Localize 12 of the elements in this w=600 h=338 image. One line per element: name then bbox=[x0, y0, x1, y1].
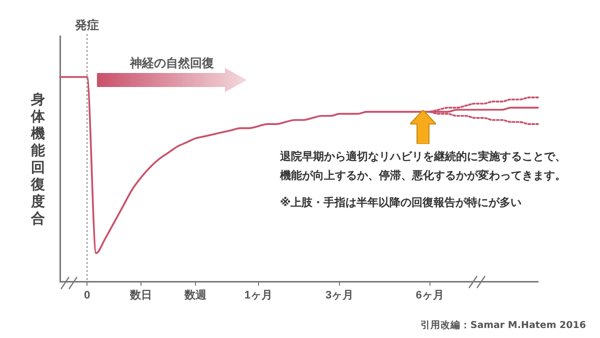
x-tick-label: 数日 bbox=[129, 288, 152, 302]
y-axis-title: 身体機能回復度合 bbox=[31, 92, 46, 228]
annotation: ※上肢・手指は半年以降の回復報告が特にが多い bbox=[280, 195, 522, 211]
ref-line-label: 発症 bbox=[74, 18, 100, 32]
annotation: 退院早期から適切なリハビリを継続的に実施することで、機能が向上するか、停滞、悪化するかが変わってきます。 bbox=[280, 149, 567, 184]
text: 神経の自然回復 bbox=[130, 55, 214, 72]
x-tick-label: 3ヶ月 bbox=[326, 289, 354, 302]
x-tick-label: 6ヶ月 bbox=[416, 289, 444, 302]
x-tick-label: 0 bbox=[84, 289, 90, 302]
text: 引用改編：Samar M.Hatem 2016 bbox=[420, 319, 586, 333]
x-tick-label: 数週 bbox=[183, 288, 208, 302]
x-tick-label: 1ヶ月 bbox=[244, 289, 272, 302]
